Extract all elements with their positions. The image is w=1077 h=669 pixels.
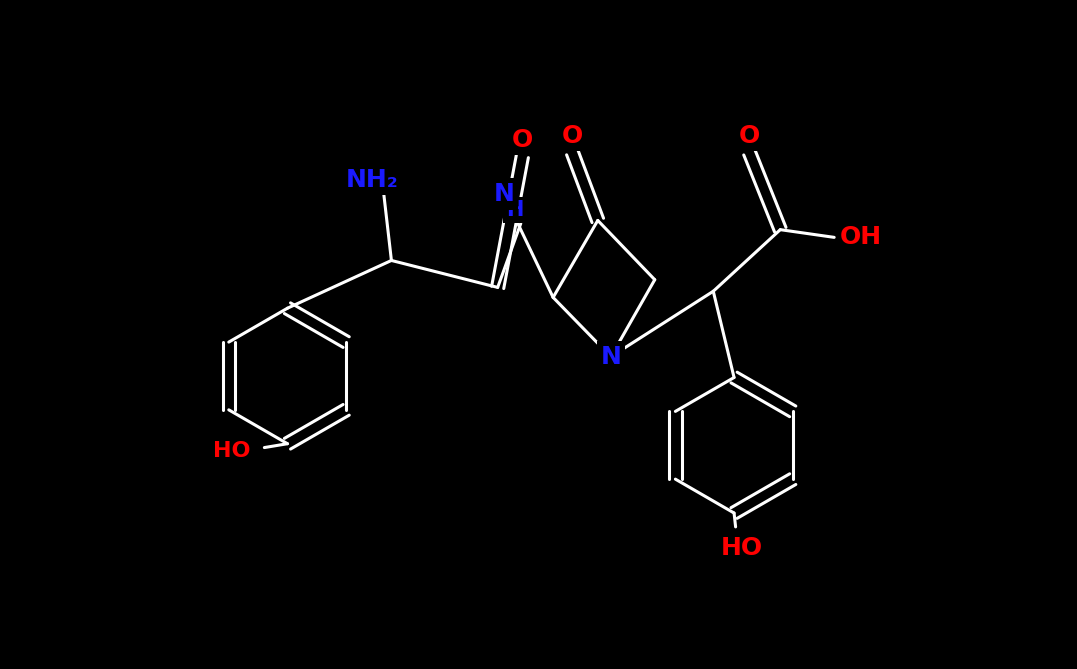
Text: O: O bbox=[512, 128, 533, 152]
Text: OH: OH bbox=[840, 225, 882, 250]
Text: O: O bbox=[739, 124, 760, 148]
Text: N: N bbox=[601, 345, 621, 369]
Text: NH₂: NH₂ bbox=[346, 168, 398, 191]
Text: H: H bbox=[506, 199, 523, 219]
Text: HO: HO bbox=[721, 536, 763, 560]
Text: N: N bbox=[493, 182, 515, 206]
Text: HO: HO bbox=[213, 442, 251, 462]
Text: O: O bbox=[562, 124, 583, 148]
